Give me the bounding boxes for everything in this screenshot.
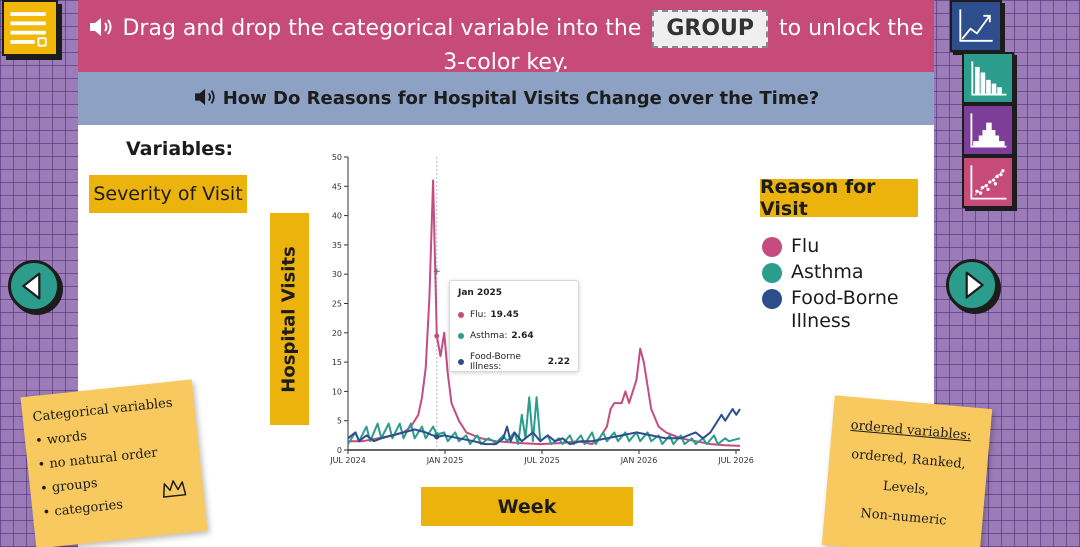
previous-button[interactable] [8,260,60,312]
legend-item-flu: Flu [762,235,899,258]
legend-swatch [762,263,782,283]
tooltip-swatch [458,312,464,318]
y-tick-label: 40 [332,212,342,221]
y-tick-label: 45 [332,182,342,191]
y-tick-label: 50 [332,153,342,162]
color-legend: Flu Asthma Food-Borne Illness [762,235,899,336]
scatter-plot-icon [970,165,1007,200]
chart-tooltip: Jan 2025 Flu: 19.45 Asthma: 2.64 Food-Bo… [449,280,579,372]
line-chart-icon [959,9,993,42]
y-tick-label: 15 [332,358,342,367]
x-tick-label: JUL 2025 [523,456,560,465]
sticky-note-ordered: ordered variables: ordered, Ranked, Leve… [821,395,993,547]
x-axis-drop-zone[interactable]: Week [421,487,633,526]
bar-chart-icon [971,61,1007,96]
tooltip-row-value: 19.45 [490,310,519,320]
legend-swatch [762,289,782,309]
variable-chip-severity[interactable]: Severity of Visit [89,175,247,213]
hover-point [434,434,440,440]
group-variable-label[interactable]: Reason for Visit [760,176,918,220]
tooltip-row-food-borne: Food-Borne Illness: 2.22 [458,352,570,372]
hover-point [434,333,440,339]
instruction-text-before: Drag and drop the categorical variable i… [122,16,642,41]
y-tick-label: 25 [332,300,342,309]
tooltip-row-asthma: Asthma: 2.64 [458,331,570,341]
x-tick-label: JUL 2026 [717,456,754,465]
scatter-plot-tool[interactable] [962,156,1014,208]
left-arrow-icon [22,272,41,300]
right-arrow-icon [965,271,984,299]
histogram-tool[interactable] [962,52,1014,104]
tooltip-row-value: 2.64 [511,331,534,341]
tooltip-row-label: Flu: [470,310,487,320]
tooltip-title: Jan 2025 [458,288,503,298]
instruction-text-after: to unlock the [779,16,924,41]
tooltip-swatch [458,333,464,339]
legend-label: Food-Borne Illness [791,287,899,332]
x-tick-label: JAN 2026 [620,456,658,465]
variables-label: Variables: [126,138,234,160]
legend-label: Asthma [791,261,864,283]
y-axis-drop-zone[interactable]: Hospital Visits [270,213,309,425]
page-title-text: How Do Reasons for Hospital Visits Chang… [222,88,820,109]
instruction-banner: Drag and drop the categorical variable i… [78,0,934,75]
distribution-icon [970,113,1007,148]
instruction-text-line2: 3-color key. [443,50,569,75]
page-title: How Do Reasons for Hospital Visits Chang… [78,72,934,125]
legend-swatch [762,237,782,257]
legend-item-asthma: Asthma [762,261,899,284]
sticky-note-categorical: Categorical variables • words • no natur… [20,379,208,547]
x-tick-label: JAN 2025 [426,456,464,465]
y-tick-label: 0 [337,446,342,455]
line-chart[interactable]: 0 5 10 15 20 25 30 35 40 45 50 JUL 2024 JAN 2025 JUL … [300,145,760,470]
line-chart-tool[interactable] [950,0,1002,52]
tooltip-row-label: Food-Borne Illness: [470,352,521,372]
hamburger-menu-icon [10,12,47,47]
next-button[interactable] [946,259,998,311]
series-line-asthma [347,396,741,446]
group-drop-zone[interactable]: GROUP [652,10,769,48]
tooltip-row-value: 2.22 [547,357,570,367]
tooltip-swatch [458,359,464,365]
series-line-food-borne-illness [347,408,741,446]
tooltip-row-label: Asthma: [470,331,508,341]
speaker-icon[interactable] [193,87,219,107]
y-tick-label: 5 [337,417,342,426]
legend-label: Flu [791,235,820,257]
tooltip-row-flu: Flu: 19.45 [458,310,570,320]
legend-item-food-borne: Food-Borne Illness [762,287,899,333]
y-tick-label: 10 [332,387,342,396]
menu-button[interactable] [2,0,58,56]
crosshair-icon [433,268,440,275]
y-axis-label: Hospital Visits [279,245,300,393]
y-tick-label: 20 [332,329,342,338]
y-tick-label: 30 [332,270,342,279]
crown-icon [162,480,187,498]
x-tick-label: JUL 2024 [329,456,366,465]
speaker-icon[interactable] [88,16,116,38]
distribution-tool[interactable] [962,104,1014,156]
y-tick-label: 35 [332,241,342,250]
